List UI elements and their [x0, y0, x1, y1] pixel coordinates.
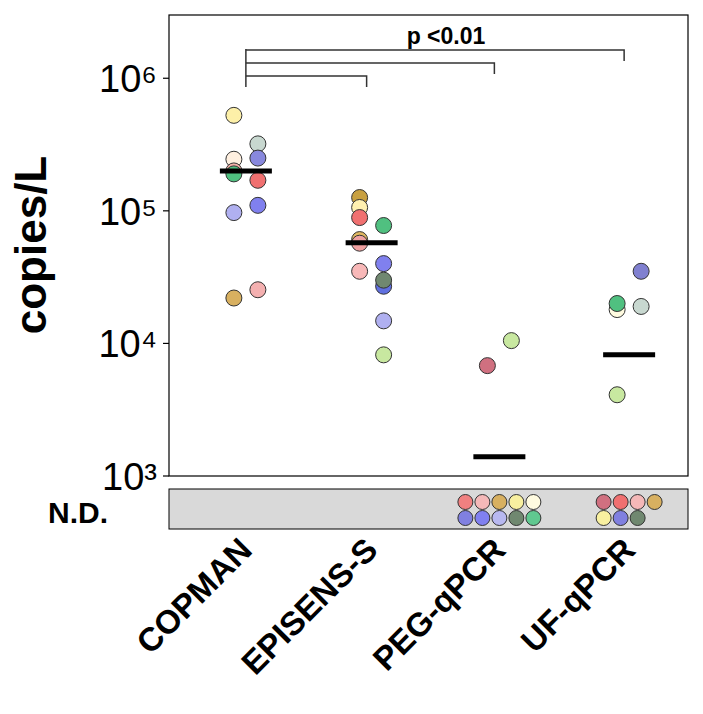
- nd-point: [509, 495, 524, 510]
- y-tick: [163, 78, 169, 79]
- y-tick-label: 10³: [102, 456, 157, 498]
- plot-frame: [169, 15, 688, 476]
- y-tick: [163, 210, 169, 211]
- data-point: [376, 272, 392, 288]
- data-point: [633, 263, 649, 279]
- data-point: [503, 333, 519, 349]
- data-point: [479, 358, 495, 374]
- chart: 10³ 10⁴ 10⁵ 10⁶ copies/L N.D. COPMANEPISENS-SP…: [0, 0, 703, 714]
- y-tick-label: 10⁴: [98, 323, 157, 365]
- nd-point: [647, 495, 662, 510]
- data-point: [376, 313, 392, 329]
- nd-point: [509, 511, 524, 526]
- y-tick-label: 10⁵: [99, 191, 157, 233]
- y-tick-label: 10⁶: [99, 58, 157, 100]
- data-point: [226, 107, 242, 123]
- nd-point: [596, 495, 611, 510]
- y-tick: [163, 475, 169, 476]
- median-line: [603, 352, 655, 357]
- nd-point: [630, 511, 645, 526]
- nd-point: [475, 511, 490, 526]
- data-point: [633, 298, 649, 314]
- comparison-bracket: [246, 76, 367, 87]
- data-point: [250, 172, 266, 188]
- data-point: [609, 296, 625, 312]
- nd-point: [630, 495, 645, 510]
- nd-point: [458, 511, 473, 526]
- nd-point: [475, 495, 490, 510]
- data-point: [226, 205, 242, 221]
- nd-point: [596, 511, 611, 526]
- nd-panel: [169, 489, 688, 529]
- annotation: p <0.01: [407, 23, 486, 49]
- x-tick-label: PEG-qPCR: [366, 531, 513, 678]
- data-point: [609, 387, 625, 403]
- nd-label: N.D.: [48, 496, 108, 529]
- x-tick-label: EPISENS-S: [234, 531, 385, 682]
- median-line: [346, 240, 398, 245]
- nd-point: [526, 495, 541, 510]
- x-tick-label: UF-qPCR: [514, 531, 643, 660]
- comparison-bracket: [246, 63, 495, 74]
- median-line: [473, 454, 525, 459]
- data-point: [226, 290, 242, 306]
- comparison-stem: [245, 49, 247, 87]
- data-point: [376, 347, 392, 363]
- nd-point: [492, 495, 507, 510]
- data-point: [250, 197, 266, 213]
- data-point: [376, 218, 392, 234]
- nd-point: [613, 511, 628, 526]
- data-point: [250, 282, 266, 298]
- data-point: [250, 150, 266, 166]
- data-point: [250, 136, 266, 152]
- data-point: [226, 166, 242, 182]
- data-point: [352, 263, 368, 279]
- points: [220, 107, 655, 456]
- y-axis-label: copies/L: [6, 156, 55, 335]
- y-tick: [163, 343, 169, 344]
- x-tick-label: COPMAN: [129, 531, 259, 661]
- data-point: [376, 256, 392, 272]
- nd-point: [492, 511, 507, 526]
- nd-point: [458, 495, 473, 510]
- median-line: [220, 168, 272, 173]
- comparison-bracket: [246, 50, 624, 61]
- data-point: [352, 210, 368, 226]
- nd-point: [613, 495, 628, 510]
- nd-point: [526, 511, 541, 526]
